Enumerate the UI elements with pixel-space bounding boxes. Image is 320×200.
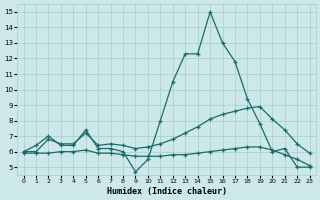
X-axis label: Humidex (Indice chaleur): Humidex (Indice chaleur) (107, 187, 227, 196)
